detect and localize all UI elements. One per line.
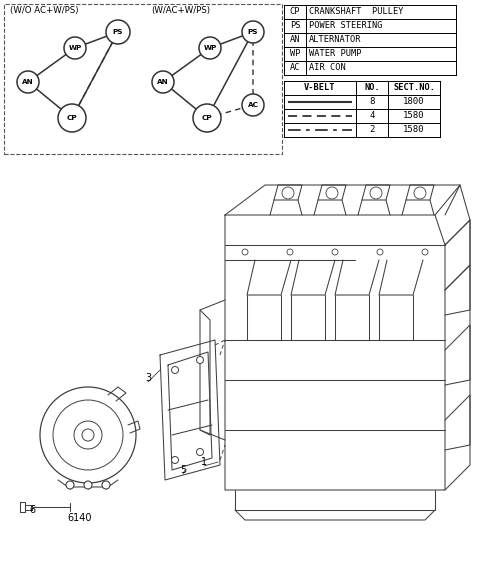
Text: AIR CON: AIR CON [309,63,346,72]
Circle shape [414,187,426,199]
Circle shape [66,481,74,489]
Text: (W/O AC+W/PS): (W/O AC+W/PS) [10,6,79,15]
Circle shape [102,481,110,489]
Text: 1580: 1580 [403,111,425,121]
Circle shape [40,387,136,483]
Circle shape [106,20,130,44]
Text: WP: WP [290,49,300,59]
Text: AN: AN [22,79,34,85]
Text: 2: 2 [369,125,375,135]
Text: ALTERNATOR: ALTERNATOR [309,35,361,45]
Text: PS: PS [113,29,123,35]
Text: CP: CP [290,8,300,16]
Text: WATER PUMP: WATER PUMP [309,49,361,59]
Circle shape [282,187,294,199]
Text: 1: 1 [201,457,207,467]
Circle shape [196,448,204,455]
Circle shape [326,187,338,199]
Text: CP: CP [67,115,77,121]
Text: AC: AC [290,63,300,72]
Circle shape [74,421,102,449]
Circle shape [370,187,382,199]
Circle shape [171,367,179,374]
Text: WP: WP [68,45,82,51]
Text: 1800: 1800 [403,97,425,107]
Circle shape [196,357,204,364]
Circle shape [17,71,39,93]
Text: WP: WP [204,45,216,51]
Circle shape [171,456,179,463]
Text: CRANKSHAFT  PULLEY: CRANKSHAFT PULLEY [309,8,404,16]
Circle shape [58,104,86,132]
Text: POWER STEERING: POWER STEERING [309,21,383,31]
Text: 8: 8 [369,97,375,107]
Text: 5: 5 [180,465,186,475]
Circle shape [242,21,264,43]
Circle shape [53,400,123,470]
Text: PS: PS [248,29,258,35]
Text: AC: AC [248,102,259,108]
Text: 4: 4 [369,111,375,121]
Circle shape [377,249,383,255]
Text: AN: AN [157,79,169,85]
Circle shape [332,249,338,255]
Circle shape [84,481,92,489]
Text: AN: AN [290,35,300,45]
Circle shape [64,37,86,59]
Text: 1580: 1580 [403,125,425,135]
Text: (W/AC+W/PS): (W/AC+W/PS) [151,6,210,15]
Text: 6140: 6140 [68,513,92,523]
Text: PS: PS [290,21,300,31]
Text: V-BELT: V-BELT [304,84,336,92]
Circle shape [152,71,174,93]
Circle shape [193,104,221,132]
Text: SECT.NO.: SECT.NO. [393,84,435,92]
Circle shape [422,249,428,255]
Bar [4,4,282,154]
Circle shape [199,37,221,59]
Text: 6: 6 [29,505,35,515]
Circle shape [82,429,94,441]
Text: NO.: NO. [364,84,380,92]
Circle shape [242,249,248,255]
Text: 3: 3 [145,373,151,383]
Text: CP: CP [202,115,212,121]
Circle shape [287,249,293,255]
Circle shape [242,94,264,116]
